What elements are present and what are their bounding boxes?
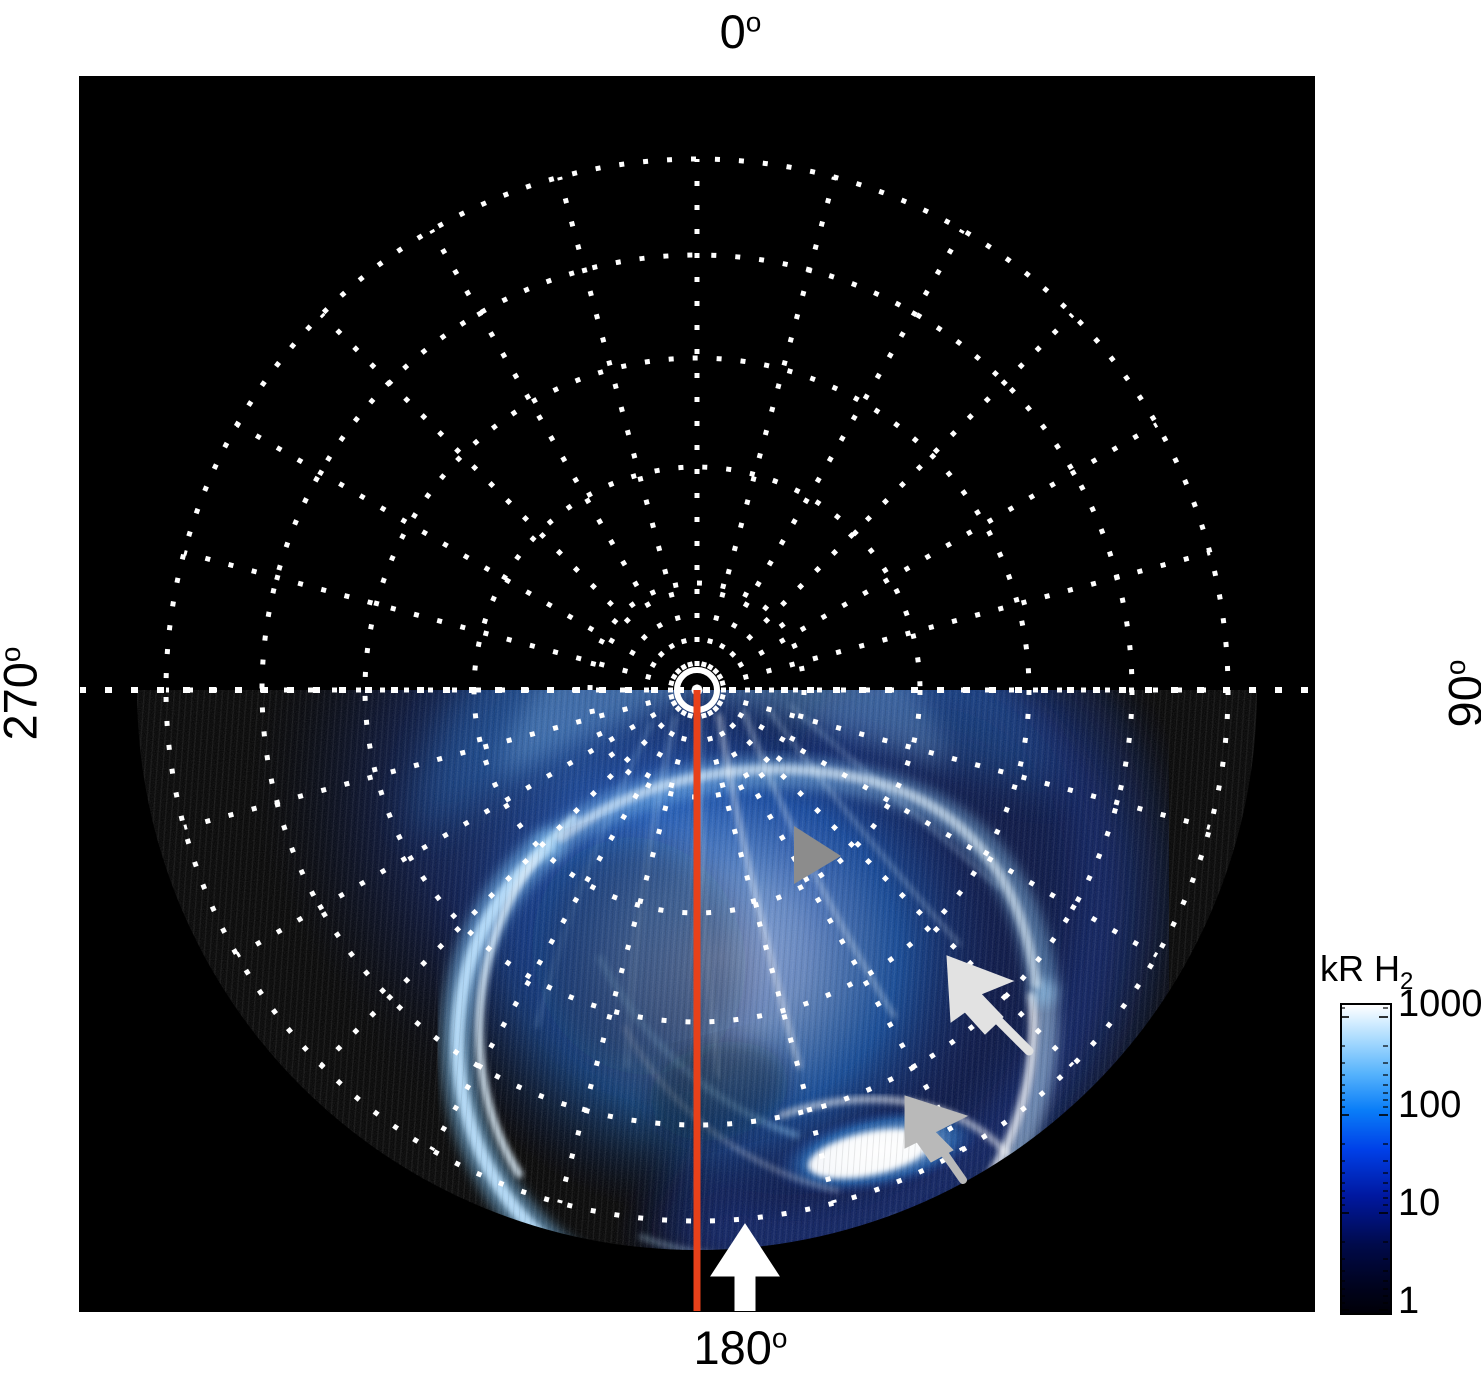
colorbar-gradient[interactable] <box>1340 1003 1392 1315</box>
axis-label-0deg-text: 0 <box>719 5 746 58</box>
axis-label-270deg-text: 270 <box>0 662 47 741</box>
axis-label-180deg-text: 180 <box>693 1321 772 1374</box>
white-arrow-right <box>946 955 1034 1056</box>
colorbar-tick-label-1: 1 <box>1398 1280 1420 1322</box>
axis-label-90deg: 90o <box>1438 604 1481 784</box>
degree-symbol-90: o <box>1439 659 1471 676</box>
degree-symbol-270: o <box>0 647 26 663</box>
axis-label-270deg: 270o <box>0 604 47 784</box>
degree-symbol-0: o <box>745 6 762 38</box>
axis-label-0deg: 0o <box>0 8 1481 55</box>
colorbar-tick-label-1000: 1000 <box>1398 983 1481 1025</box>
colorbar-title: kR H2 <box>1320 948 1413 994</box>
annotation-markers <box>710 826 1034 1312</box>
gray-triangle-upper <box>794 826 841 884</box>
white-arrow-bottom <box>710 1223 780 1312</box>
colorbar-title-main: kR H <box>1320 948 1400 989</box>
axis-label-90deg-text: 90 <box>1438 675 1481 728</box>
polar-plot-panel[interactable] <box>79 76 1315 1312</box>
polar-spokes <box>166 159 1228 1221</box>
gray-arrow-lower <box>904 1095 969 1184</box>
degree-symbol-180: o <box>771 1322 788 1354</box>
colorbar-block: kR H2 <box>1320 940 1481 1340</box>
colorbar-tick-label-10: 10 <box>1398 1182 1441 1224</box>
colorbar-tick-label-100: 100 <box>1398 1084 1462 1126</box>
polar-plot-canvas <box>79 76 1315 1312</box>
axis-label-180deg: 180o <box>0 1324 1481 1371</box>
colorbar-title-subscript: 2 <box>1400 968 1414 996</box>
